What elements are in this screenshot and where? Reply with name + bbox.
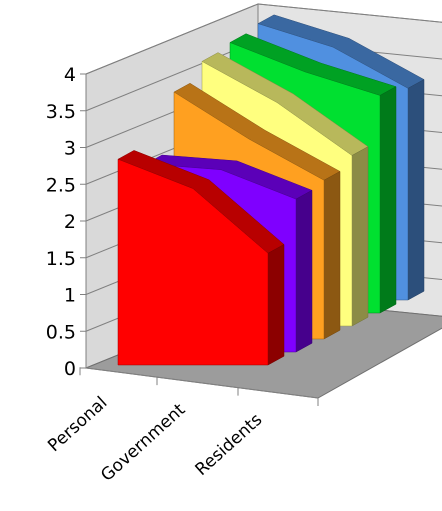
series-3-side xyxy=(323,171,341,340)
x-axis-line xyxy=(85,367,319,399)
gridline-left xyxy=(85,3,259,75)
y-tick-label: 3 xyxy=(64,138,76,160)
series-4-side xyxy=(351,146,369,327)
y-tick-label: 2.5 xyxy=(46,174,76,196)
series-layer xyxy=(117,14,425,366)
x-tick-label: Personal xyxy=(44,393,111,456)
y-tick-label: 3.5 xyxy=(46,101,76,123)
gridline-left xyxy=(85,40,259,112)
series-6-side xyxy=(407,79,425,301)
y-tick-label: 1 xyxy=(64,285,76,307)
y-tick-label: 4 xyxy=(64,64,76,86)
series-2-side xyxy=(295,189,313,353)
y-tick-label: 1.5 xyxy=(46,248,76,270)
x-tick-label: Residents xyxy=(192,410,267,480)
series-1-side xyxy=(267,244,285,366)
x-tick-label: Government xyxy=(97,400,189,486)
y-tick-label: 2 xyxy=(64,211,76,233)
gridline-back xyxy=(257,3,442,23)
series-5-side xyxy=(379,86,397,314)
series-1 xyxy=(117,150,285,366)
y-tick-label: 0 xyxy=(64,358,76,380)
series-1-area xyxy=(117,158,269,366)
y-tick-label: 0.5 xyxy=(46,321,76,343)
